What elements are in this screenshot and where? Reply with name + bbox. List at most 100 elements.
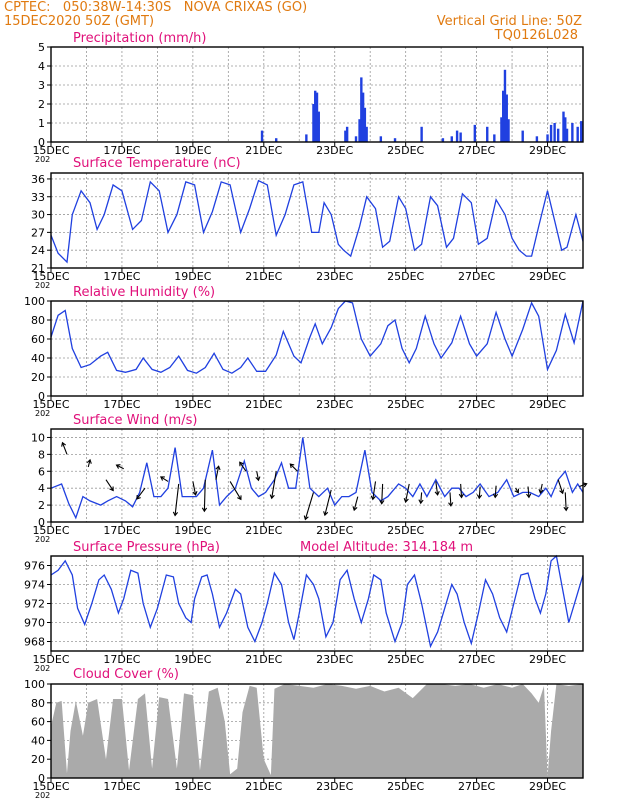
wind-arrow [116,464,124,470]
panel-4-ytick-label: 972 [24,598,45,611]
panel-4-title: Surface Pressure (hPa) [73,540,220,555]
panel-1-ytick-label: 21 [31,262,45,275]
wind-arrow-head [379,500,385,505]
wind-arrow-head [434,491,440,496]
header-grid-note: Vertical Grid Line: 50Z [436,14,582,29]
wind-arrow [420,492,423,504]
panel-4-xtick-label: 23DEC [316,653,353,666]
panel-4-xtick-label: 17DEC [103,653,140,666]
precip-bar [553,123,556,142]
wind-arrow [435,481,439,495]
precip-bar [393,138,397,142]
precip-bar [521,130,524,142]
panel-0-xtick-label: 25DEC [387,144,424,157]
precip-bar [502,90,505,142]
precip-bar [379,136,383,142]
precip-bar [507,119,510,142]
precip-bar [344,130,347,142]
wind-arrow [271,471,277,499]
precip-bar [505,94,508,142]
precip-bar [473,124,477,142]
panel-5-ytick-label: 80 [31,697,45,710]
panel-1-ytick-label: 33 [31,191,45,204]
panel-3-ytick-label: 0 [38,516,45,529]
panel-2-xtick-label: 27DEC [458,398,495,411]
wind-arrow [564,492,567,511]
panel-1-ytick-label: 24 [31,244,45,257]
wind-arrow-head [192,490,198,496]
wind-arrow [87,459,91,468]
panel-5-ytick-label: 20 [31,753,45,766]
header-code: TQ0126L028 [494,28,578,43]
panel-2-xtick-label: 19DEC [174,398,211,411]
panel-2-ytick-label: 20 [31,371,45,384]
wind-arrow [405,483,410,503]
precip-bar [562,111,565,142]
precip-bar [354,136,358,142]
panel-1-ytick-label: 36 [31,173,45,186]
wind-arrow [229,481,242,500]
panel-3-xtick-label: 15DEC [32,524,69,537]
wind-arrow [449,492,452,506]
panel-5-ytick-label: 100 [24,678,45,691]
precip-bar [312,104,315,142]
wind-arrow [61,442,68,455]
panel-4-series-line [50,554,584,649]
precip-bar [459,132,462,142]
panel-0-ytick-label: 3 [38,79,45,92]
panel-3-xtick-label: 21DEC [245,524,282,537]
precip-bar [360,77,363,142]
panel-2-ytick-label: 40 [31,352,45,365]
panel-3-ytick-label: 8 [38,448,45,461]
precip-bar [315,92,319,142]
wind-arrow-head [61,441,67,447]
panel-5-year-label: 202 [35,791,50,800]
wind-arrow [289,463,298,472]
wind-arrow-head [458,493,464,499]
panel-4-xtick-label: 29DEC [529,653,566,666]
wind-arrow-head [538,489,544,494]
precip-bar [361,92,365,142]
panel-5-xtick-label: 23DEC [316,780,353,793]
panel-0-year-label: 202 [35,155,50,164]
wind-arrow [494,485,497,498]
panel-1-xtick-label: 19DEC [174,270,211,283]
panel-1-ytick-label: 30 [31,209,45,222]
panel-4-xtick-label: 27DEC [458,653,495,666]
panel-0-ytick-label: 0 [38,136,45,149]
panel-1-xtick-label: 15DEC [32,270,69,283]
wind-arrow-head [323,511,329,517]
panel-5-xtick-label: 27DEC [458,780,495,793]
panel-5-xtick-label: 21DEC [245,780,282,793]
precip-bar [317,111,320,142]
precip-bar [503,69,507,142]
panel-5-ytick-label: 40 [31,734,45,747]
wind-arrow-head [269,494,275,500]
panel-4-xtick-label: 19DEC [174,653,211,666]
wind-arrow [557,479,564,494]
panel-3-xtick-label: 29DEC [529,524,566,537]
panel-0-xtick-label: 21DEC [245,144,282,157]
precip-bar [441,138,445,142]
header-location: CPTEC: 050:38W-14:30S NOVA CRIXAS (GO) [4,0,308,15]
panel-0-xtick-label: 17DEC [103,144,140,157]
panel-2-xtick-label: 25DEC [387,398,424,411]
precip-bar [345,126,349,142]
wind-arrow [527,486,530,498]
precip-bar [275,138,278,142]
wind-arrow-head [136,494,141,500]
panel-2-xtick-label: 17DEC [103,398,140,411]
panel-2-ytick-label: 80 [31,314,45,327]
panel-1-xtick-label: 23DEC [316,270,353,283]
panel-3-ytick-label: 4 [38,482,45,495]
panel-0-frame [50,46,584,143]
wind-arrow-head [303,515,309,521]
wind-arrow-head [492,493,499,499]
wind-arrow [136,487,146,500]
precip-bar [576,126,579,142]
precip-bar [365,126,368,142]
panel-0-ytick-label: 1 [38,117,45,130]
wind-arrow [203,479,206,512]
wind-arrow [160,476,169,482]
model-altitude-label: Model Altitude: 314.184 m [300,540,473,555]
